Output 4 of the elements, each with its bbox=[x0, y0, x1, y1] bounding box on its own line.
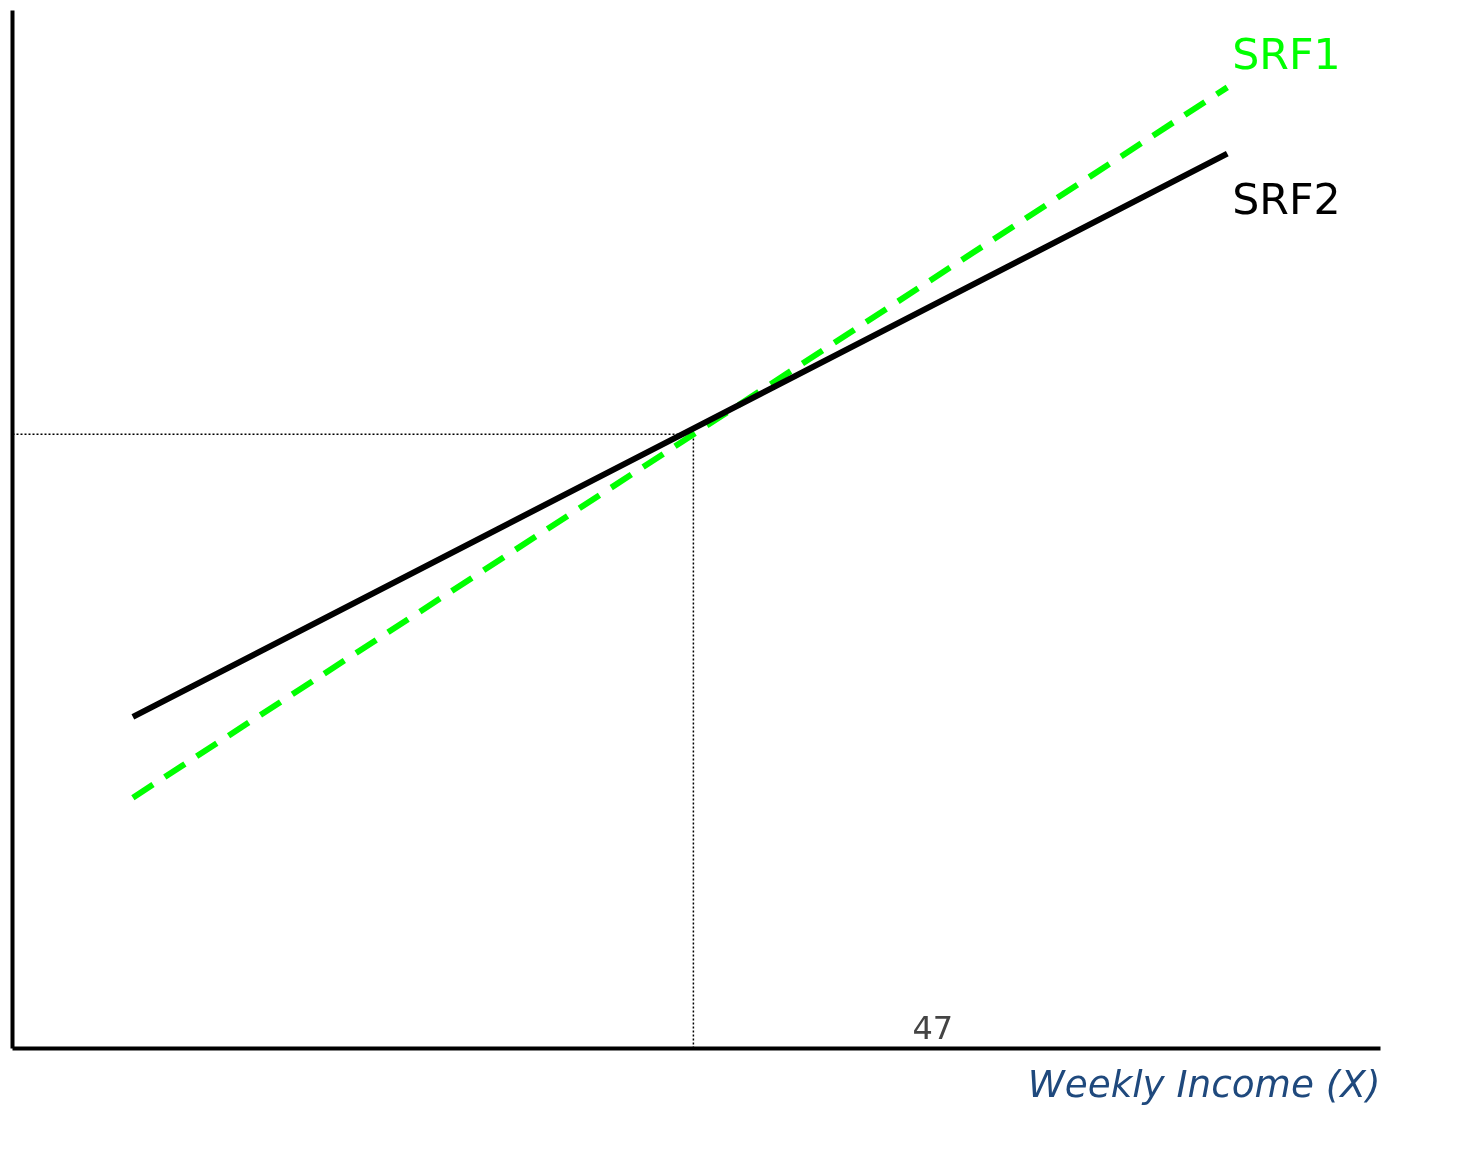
series-label: SRF2 bbox=[1232, 173, 1341, 224]
series-label: SRF1 bbox=[1232, 29, 1341, 80]
x-axis-title: Weekly Income (X) bbox=[1027, 1061, 1381, 1106]
annotation: 47 bbox=[912, 1008, 954, 1047]
